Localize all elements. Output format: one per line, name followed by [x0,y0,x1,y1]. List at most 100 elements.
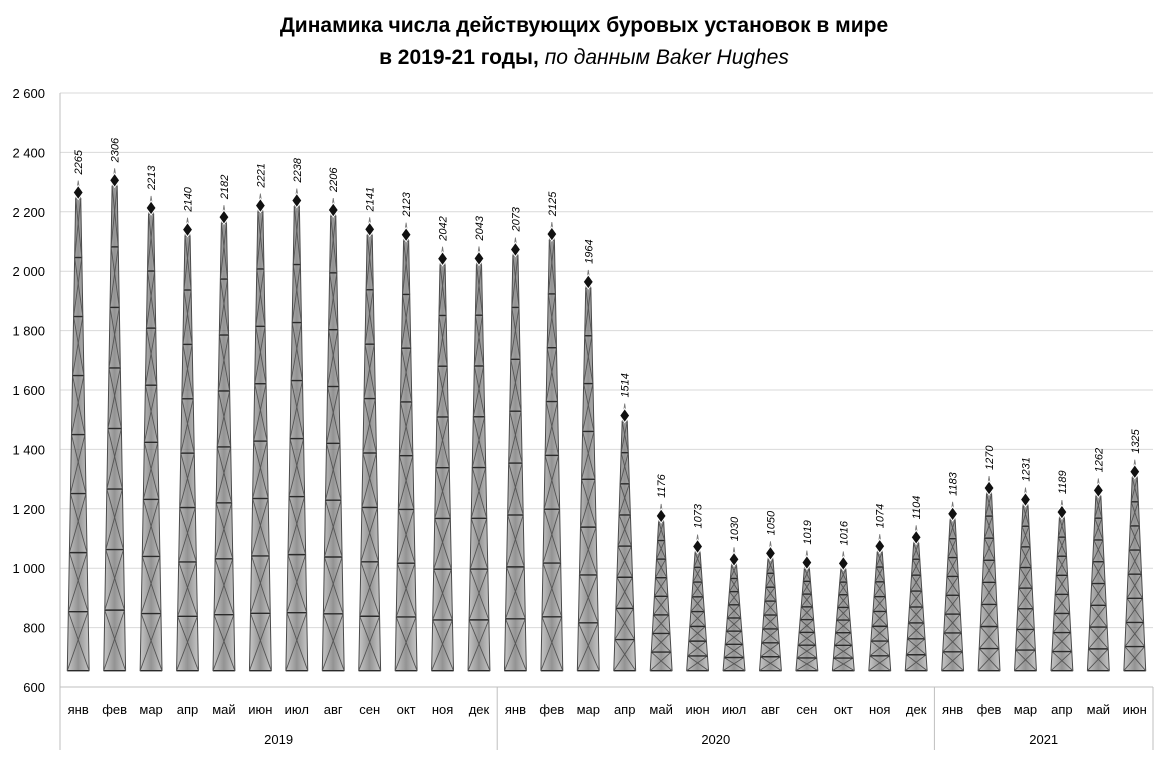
tower-brace [253,383,267,442]
tower-brace [329,215,337,273]
data-label: 2221 [255,163,267,188]
tower-brace [69,434,86,494]
tower-brace [512,255,520,308]
tower-brace [109,246,119,308]
tower-crown [327,202,339,218]
bar-апр-3 [176,217,199,672]
tower-crown [436,250,449,267]
tower-brace [1089,626,1109,650]
data-label: 2125 [547,191,559,217]
tower-brace [904,654,927,672]
tower-brace [1056,556,1069,576]
tower-brace [657,540,667,560]
tower-brace [1127,549,1141,575]
tower-brace [982,560,997,583]
tower-brace [143,442,160,500]
tower-brace [840,569,848,583]
tower-brace [401,294,411,349]
tower-brace [505,566,525,619]
tower-brace [509,411,523,464]
tower-brace [658,521,666,541]
tower-brace [620,421,628,453]
tower-crown [254,197,266,214]
tower-brace [656,558,668,578]
tower-crown [72,184,84,201]
x-tick-label: июн [248,702,272,717]
tower-brace [66,611,89,671]
tower-crown [109,172,121,189]
tower-brace [765,573,775,588]
tower-brace [836,619,852,634]
tower-brace [475,264,484,316]
tower-brace [797,632,815,646]
tower-brace [945,576,959,596]
tower-crown [801,554,813,571]
tower-brace [766,559,774,574]
tower-brace [727,591,740,606]
tower-brace [980,582,997,605]
tower-brace [912,543,920,560]
tower-brace [213,614,236,671]
tower-brace [435,416,449,468]
tower-brace [219,279,230,336]
tower-brace [215,502,234,559]
tower-brace [292,206,300,265]
tower-brace [184,235,192,291]
tower-brace [869,655,891,672]
tower-brace [1018,567,1032,589]
tower-crown [1056,504,1068,520]
tower-brace [473,315,484,367]
tower-brace [541,616,564,671]
tower-brace [506,566,526,619]
tower-brace [213,558,234,615]
bar-ноя-10 [431,246,454,672]
tower-brace [613,639,635,671]
tower-brace [620,452,630,484]
tower-brace [985,515,995,539]
tower-brace [143,385,158,443]
tower-brace [947,557,959,577]
tower-brace [69,493,88,553]
tower-brace [949,519,957,539]
tower-brace [433,569,453,621]
bar-мар-2 [139,195,163,672]
tower-brace [544,401,558,456]
tower-brace [797,644,818,659]
tower-brace [321,613,344,671]
tower-brace [180,453,196,508]
tower-brace [946,576,960,596]
tower-brace [1129,501,1139,527]
tower-brace [73,316,85,376]
data-label: 1176 [656,473,668,498]
y-tick-label: 2 400 [12,145,45,160]
tower-brace [105,488,123,550]
tower-brace [511,255,519,308]
tower-brace [145,328,158,386]
tower-brace [801,593,813,608]
tower-brace [471,467,488,519]
tower-brace [74,257,84,317]
tower-brace [509,359,521,412]
tower-crown [509,241,522,258]
tower-brace [759,656,781,672]
tower-brace [1054,594,1071,614]
tower-brace [654,596,670,616]
x-tick-label: фев [539,702,564,717]
tower-brace [511,307,521,360]
tower-brace [1016,629,1036,651]
tower-brace [943,613,961,634]
tower-brace [434,467,450,519]
tower-brace [72,375,86,435]
tower-brace [1091,583,1107,606]
tower-brace [144,328,157,386]
tower-brace [910,590,924,608]
tower-brace [726,604,741,619]
tower-brace [945,594,961,615]
tower-brace [403,240,411,295]
tower-brace [106,488,124,550]
tower-brace [1058,517,1066,538]
tower-brace [764,600,778,616]
tower-brace [691,581,703,598]
x-tick-label: апр [614,702,636,717]
tower-brace [71,434,87,494]
